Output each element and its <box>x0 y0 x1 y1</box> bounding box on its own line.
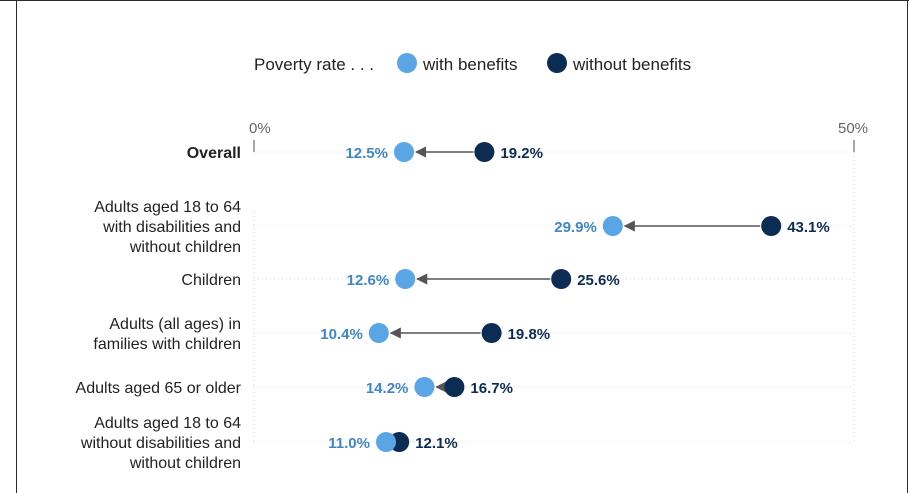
legend-title: Poverty rate . . . <box>254 55 374 74</box>
row-1-with-benefits-label: 29.9% <box>554 219 597 236</box>
row-3-dot-without-benefits <box>481 323 502 343</box>
legend-label-with-benefits: with benefits <box>422 55 518 74</box>
row-5-category-label-line-0: Adults aged 18 to 64 <box>94 415 241 432</box>
row-5-category-label: Adults aged 18 to 64 without disabilities… <box>80 415 241 472</box>
row-0-without-benefits-label: 19.2% <box>500 145 543 162</box>
row-2-dot-without-benefits <box>551 269 572 289</box>
row-3-category-label: Adults (all ages) in families with childr… <box>93 316 241 353</box>
row-0-dot-without-benefits <box>474 142 495 162</box>
chart-rows: Overall 12.5% 19.2% Adults aged 18 to 64 wit… <box>76 142 855 472</box>
row-1-category-label-line-2: without children <box>129 239 241 256</box>
frame-right-border <box>907 0 908 493</box>
row-3-category-label-line-0: Adults (all ages) in <box>109 316 241 333</box>
row-2-without-benefits-label: 25.6% <box>577 272 620 289</box>
row-4-with-benefits-label: 14.2% <box>366 380 409 397</box>
row-3-with-benefits-label: 10.4% <box>320 326 363 343</box>
legend-label-without-benefits: without benefits <box>572 55 691 74</box>
frame-left-border <box>16 0 17 493</box>
row-3-dot-with-benefits <box>368 323 389 343</box>
frame-top-border <box>0 0 909 1</box>
row-5-category-label-line-2: without children <box>129 455 241 472</box>
row-4-dot-without-benefits <box>444 377 465 397</box>
row-3-without-benefits-label: 19.8% <box>508 326 551 343</box>
legend: Poverty rate . . . with benefits without… <box>254 53 691 74</box>
x-tick-label-0: 0% <box>249 120 271 137</box>
row-3-category-label-line-1: families with children <box>93 336 241 353</box>
row-0-category-label-line-0: Overall <box>187 145 241 162</box>
row-0-category-label: Overall <box>187 145 241 162</box>
row-1-dot-with-benefits <box>602 216 623 236</box>
row-1-category-label-line-0: Adults aged 18 to 64 <box>94 199 241 216</box>
row-2-with-benefits-label: 12.6% <box>347 272 390 289</box>
x-axis: 0% 50% <box>249 120 868 152</box>
row-1-category-label-line-1: with disabilities and <box>102 219 241 236</box>
row-1-without-benefits-label: 43.1% <box>787 219 830 236</box>
row-2-dot-with-benefits <box>395 269 416 289</box>
row-0-with-benefits-label: 12.5% <box>345 145 388 162</box>
x-tick-label-50: 50% <box>838 120 868 137</box>
row-4-category-label-line-0: Adults aged 65 or older <box>76 380 242 397</box>
row-5-with-benefits-label: 11.0% <box>328 435 370 452</box>
row-1-dot-without-benefits <box>761 216 782 236</box>
row-2-category-label-line-0: Children <box>181 272 241 289</box>
legend-swatch-without-benefits <box>547 53 567 73</box>
row-5-dot-with-benefits <box>376 432 396 452</box>
row-2-category-label: Children <box>181 272 241 289</box>
row-5-category-label-line-1: without disabilities and <box>80 435 241 452</box>
row-4-dot-with-benefits <box>414 377 435 397</box>
row-5-without-benefits-label: 12.1% <box>415 435 458 452</box>
row-0-dot-with-benefits <box>394 142 414 162</box>
row-4-without-benefits-label: 16.7% <box>470 380 513 397</box>
row-4-category-label: Adults aged 65 or older <box>76 380 242 397</box>
row-1-category-label: Adults aged 18 to 64 with disabilities an… <box>94 199 241 256</box>
legend-swatch-with-benefits <box>397 53 417 73</box>
